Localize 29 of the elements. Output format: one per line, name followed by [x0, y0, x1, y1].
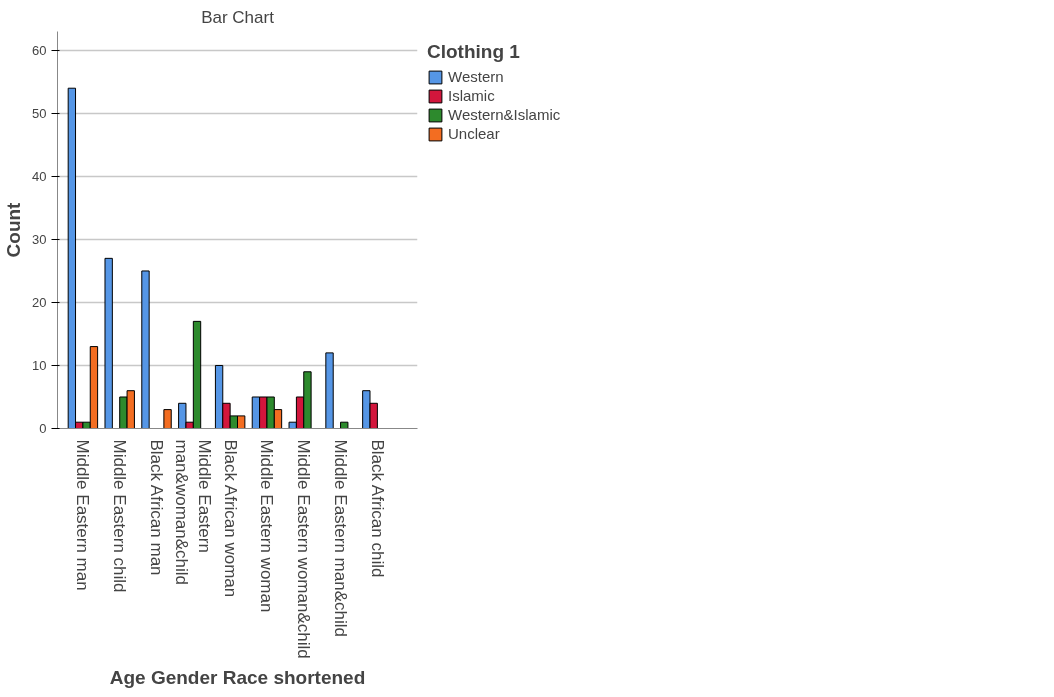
y-tick-label: 0: [39, 421, 47, 436]
legend-title: Clothing 1: [427, 41, 521, 63]
bar: [141, 270, 150, 429]
legend-label: Unclear: [448, 125, 500, 142]
y-tick-label: 60: [32, 42, 47, 58]
x-tick-label: Middle Eastern child: [110, 439, 130, 593]
x-tick-label: Middle Eastern woman&child: [294, 439, 314, 659]
chart-title: Bar Chart: [201, 7, 275, 27]
y-tick-label: 10: [32, 357, 47, 373]
y-axis-title: Count: [3, 201, 25, 258]
bar: [163, 409, 172, 429]
x-tick-label: Black African child: [367, 439, 387, 578]
y-tick-label: 20: [32, 294, 47, 310]
bar: [340, 421, 349, 429]
x-tick-label: Middle Eastern man&woman&child: [172, 439, 215, 586]
x-tick-label: Middle Eastern woman: [257, 439, 277, 613]
legend-label: Western&Islamic: [448, 106, 561, 123]
x-tick-label: Black African woman: [220, 439, 240, 598]
legend-label: Islamic: [448, 87, 495, 104]
x-tick-label: Middle Eastern man&child: [331, 439, 351, 637]
y-tick-label: 40: [32, 168, 47, 184]
legend-label: Western: [448, 68, 504, 85]
y-tick-label: 50: [32, 105, 47, 121]
bar: [325, 352, 334, 429]
bar: [104, 257, 113, 429]
x-tick-label: Black African man: [147, 439, 167, 576]
x-axis-title: Age Gender Race shortened: [109, 666, 366, 688]
y-tick-label: 30: [32, 231, 47, 247]
x-tick-label: Middle Eastern man: [73, 439, 93, 591]
